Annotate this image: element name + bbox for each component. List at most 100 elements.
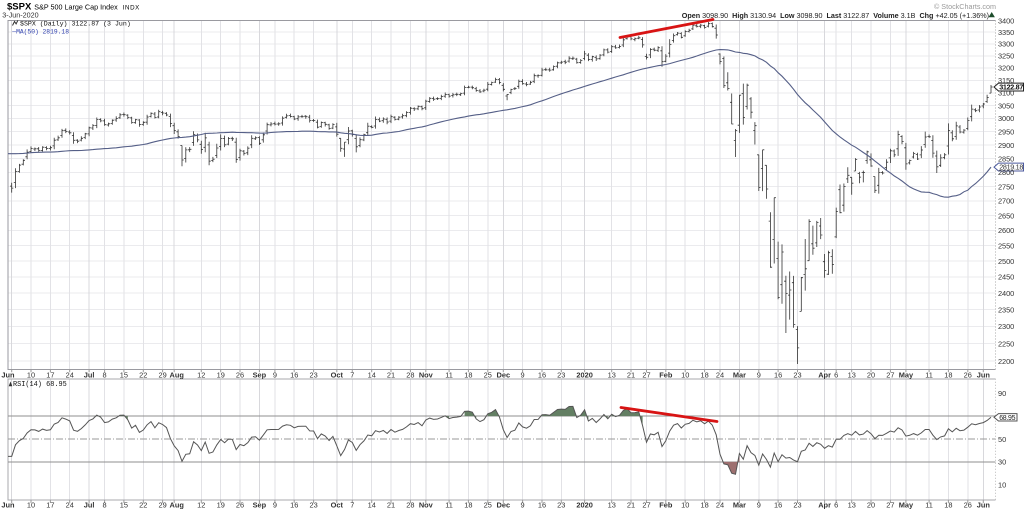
svg-text:27: 27 [642,371,650,380]
svg-text:23: 23 [309,371,317,380]
svg-text:18: 18 [464,371,472,380]
svg-text:2300: 2300 [998,322,1014,331]
svg-text:90: 90 [998,389,1006,398]
svg-text:May: May [899,501,914,510]
svg-text:8: 8 [103,371,107,380]
svg-text:18: 18 [700,501,708,510]
svg-text:27: 27 [886,501,894,510]
svg-text:23: 23 [557,371,565,380]
svg-text:17: 17 [46,371,54,380]
svg-text:2200: 2200 [998,357,1014,366]
svg-text:10: 10 [681,371,689,380]
svg-text:9: 9 [757,501,761,510]
svg-text:Aug: Aug [170,501,185,510]
svg-text:Apr: Apr [818,371,831,380]
svg-text:2350: 2350 [998,305,1014,314]
svg-text:24: 24 [716,501,724,510]
svg-text:50: 50 [998,435,1006,444]
svg-text:23: 23 [793,371,801,380]
svg-text:Sep: Sep [253,371,267,380]
svg-text:3050: 3050 [998,101,1014,110]
svg-text:14: 14 [368,371,376,380]
svg-text:10: 10 [27,371,35,380]
svg-text:$SPX (Daily) 3122.87 (3 Jun): $SPX (Daily) 3122.87 (3 Jun) [20,21,131,28]
svg-text:11: 11 [925,371,933,380]
svg-text:Jul: Jul [84,501,95,510]
svg-text:19: 19 [217,501,225,510]
svg-text:20: 20 [867,371,875,380]
svg-text:Mar: Mar [733,501,746,510]
svg-text:Feb: Feb [659,501,673,510]
svg-text:8: 8 [103,501,107,510]
svg-text:16: 16 [538,501,546,510]
svg-text:Feb: Feb [659,371,673,380]
svg-text:7: 7 [350,371,354,380]
svg-text:26: 26 [964,371,972,380]
svg-text:26: 26 [964,501,972,510]
svg-text:2650: 2650 [998,211,1014,220]
svg-text:18: 18 [464,501,472,510]
svg-text:13: 13 [608,501,616,510]
svg-text:3150: 3150 [998,76,1014,85]
svg-text:2500: 2500 [998,257,1014,266]
svg-text:9: 9 [757,371,761,380]
svg-text:3300: 3300 [998,40,1014,49]
svg-text:24: 24 [716,371,724,380]
svg-text:16: 16 [774,501,782,510]
svg-text:29: 29 [158,371,166,380]
svg-text:16: 16 [290,501,298,510]
svg-text:Dec: Dec [497,501,511,510]
svg-text:2800: 2800 [998,168,1014,177]
svg-text:7: 7 [350,501,354,510]
svg-text:18: 18 [700,371,708,380]
svg-text:20: 20 [867,501,875,510]
svg-text:3400: 3400 [998,16,1014,25]
svg-text:2550: 2550 [998,241,1014,250]
svg-text:2020: 2020 [576,371,592,380]
svg-text:12: 12 [197,501,205,510]
svg-text:23: 23 [309,501,317,510]
svg-text:15: 15 [120,501,128,510]
svg-text:© StockCharts.com: © StockCharts.com [934,2,996,11]
svg-text:29: 29 [158,501,166,510]
svg-text:Jun: Jun [977,501,991,510]
svg-text:12: 12 [197,371,205,380]
svg-text:23: 23 [793,501,801,510]
svg-text:25: 25 [484,501,492,510]
svg-text:3100: 3100 [998,89,1014,98]
svg-text:10: 10 [998,481,1006,490]
svg-text:14: 14 [368,501,376,510]
svg-text:15: 15 [120,371,128,380]
svg-text:3122.87: 3122.87 [999,83,1023,92]
svg-text:19: 19 [217,371,225,380]
svg-text:2250: 2250 [998,339,1014,348]
svg-text:2900: 2900 [998,141,1014,150]
svg-text:9: 9 [521,501,525,510]
svg-text:May: May [899,371,914,380]
svg-text:3-Jun-2020: 3-Jun-2020 [2,11,38,20]
svg-text:Aug: Aug [170,371,185,380]
svg-text:2819.18: 2819.18 [999,163,1023,172]
svg-text:6: 6 [834,501,838,510]
svg-text:Dec: Dec [497,371,511,380]
svg-text:2700: 2700 [998,197,1014,206]
svg-text:Oct: Oct [331,371,344,380]
svg-text:RSI(14) 68.95: RSI(14) 68.95 [13,381,67,389]
svg-text:2450: 2450 [998,273,1014,282]
svg-text:13: 13 [608,371,616,380]
svg-text:24: 24 [66,371,74,380]
svg-text:28: 28 [406,501,414,510]
svg-text:21: 21 [627,501,635,510]
svg-text:18: 18 [944,501,952,510]
svg-text:9: 9 [273,371,277,380]
svg-text:3000: 3000 [998,114,1014,123]
svg-text:13: 13 [848,501,856,510]
svg-text:9: 9 [273,501,277,510]
svg-text:Jun: Jun [977,371,991,380]
svg-text:3350: 3350 [998,28,1014,37]
svg-text:23: 23 [557,501,565,510]
svg-text:28: 28 [406,371,414,380]
svg-text:10: 10 [681,501,689,510]
